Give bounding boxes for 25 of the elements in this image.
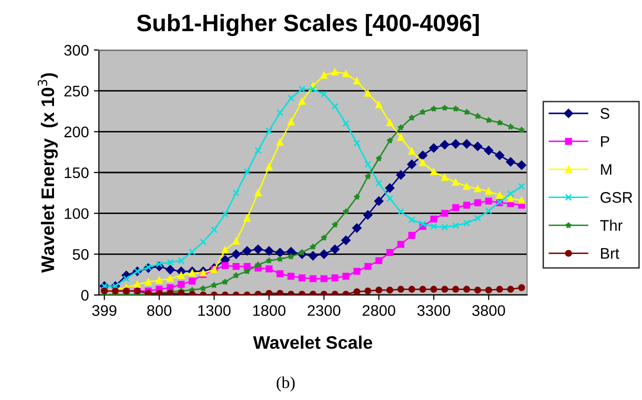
legend-label: S	[600, 108, 610, 119]
text: (b)	[276, 376, 295, 392]
legend-label: Thr	[600, 220, 622, 231]
legend-label: Brt	[601, 248, 620, 259]
x-tick-label: 2800	[362, 305, 396, 316]
y-tick-label: 250	[64, 86, 89, 97]
x-tick-label: 1800	[253, 305, 286, 316]
y-axis-title: Wavelet Energy (x 10$^{3}$)	[38, 73, 58, 273]
x-tick-label: 399	[92, 305, 116, 316]
x-tick-label: 1300	[198, 305, 231, 316]
x-axis-title: Wavelet Scale	[253, 336, 372, 349]
y-tick-label: 0	[81, 290, 89, 301]
legend-label: GSR	[600, 192, 632, 203]
y-tick-label: 100	[64, 208, 89, 220]
x-tick-label: 3300	[417, 305, 450, 316]
chart-title: Sub1-Higher Scales [400-4096]	[136, 14, 479, 36]
y-tick-label: 150	[64, 167, 89, 178]
x-tick-label: 2300	[308, 305, 340, 316]
y-tick-label: 50	[72, 249, 89, 260]
y-tick-label: 200	[64, 126, 89, 138]
x-tick-label: 3800	[472, 305, 506, 316]
x-tick-label: 800	[147, 305, 172, 316]
y-tick-label: 300	[64, 44, 89, 56]
legend-label: M	[601, 164, 612, 175]
legend-label: P	[601, 136, 610, 147]
